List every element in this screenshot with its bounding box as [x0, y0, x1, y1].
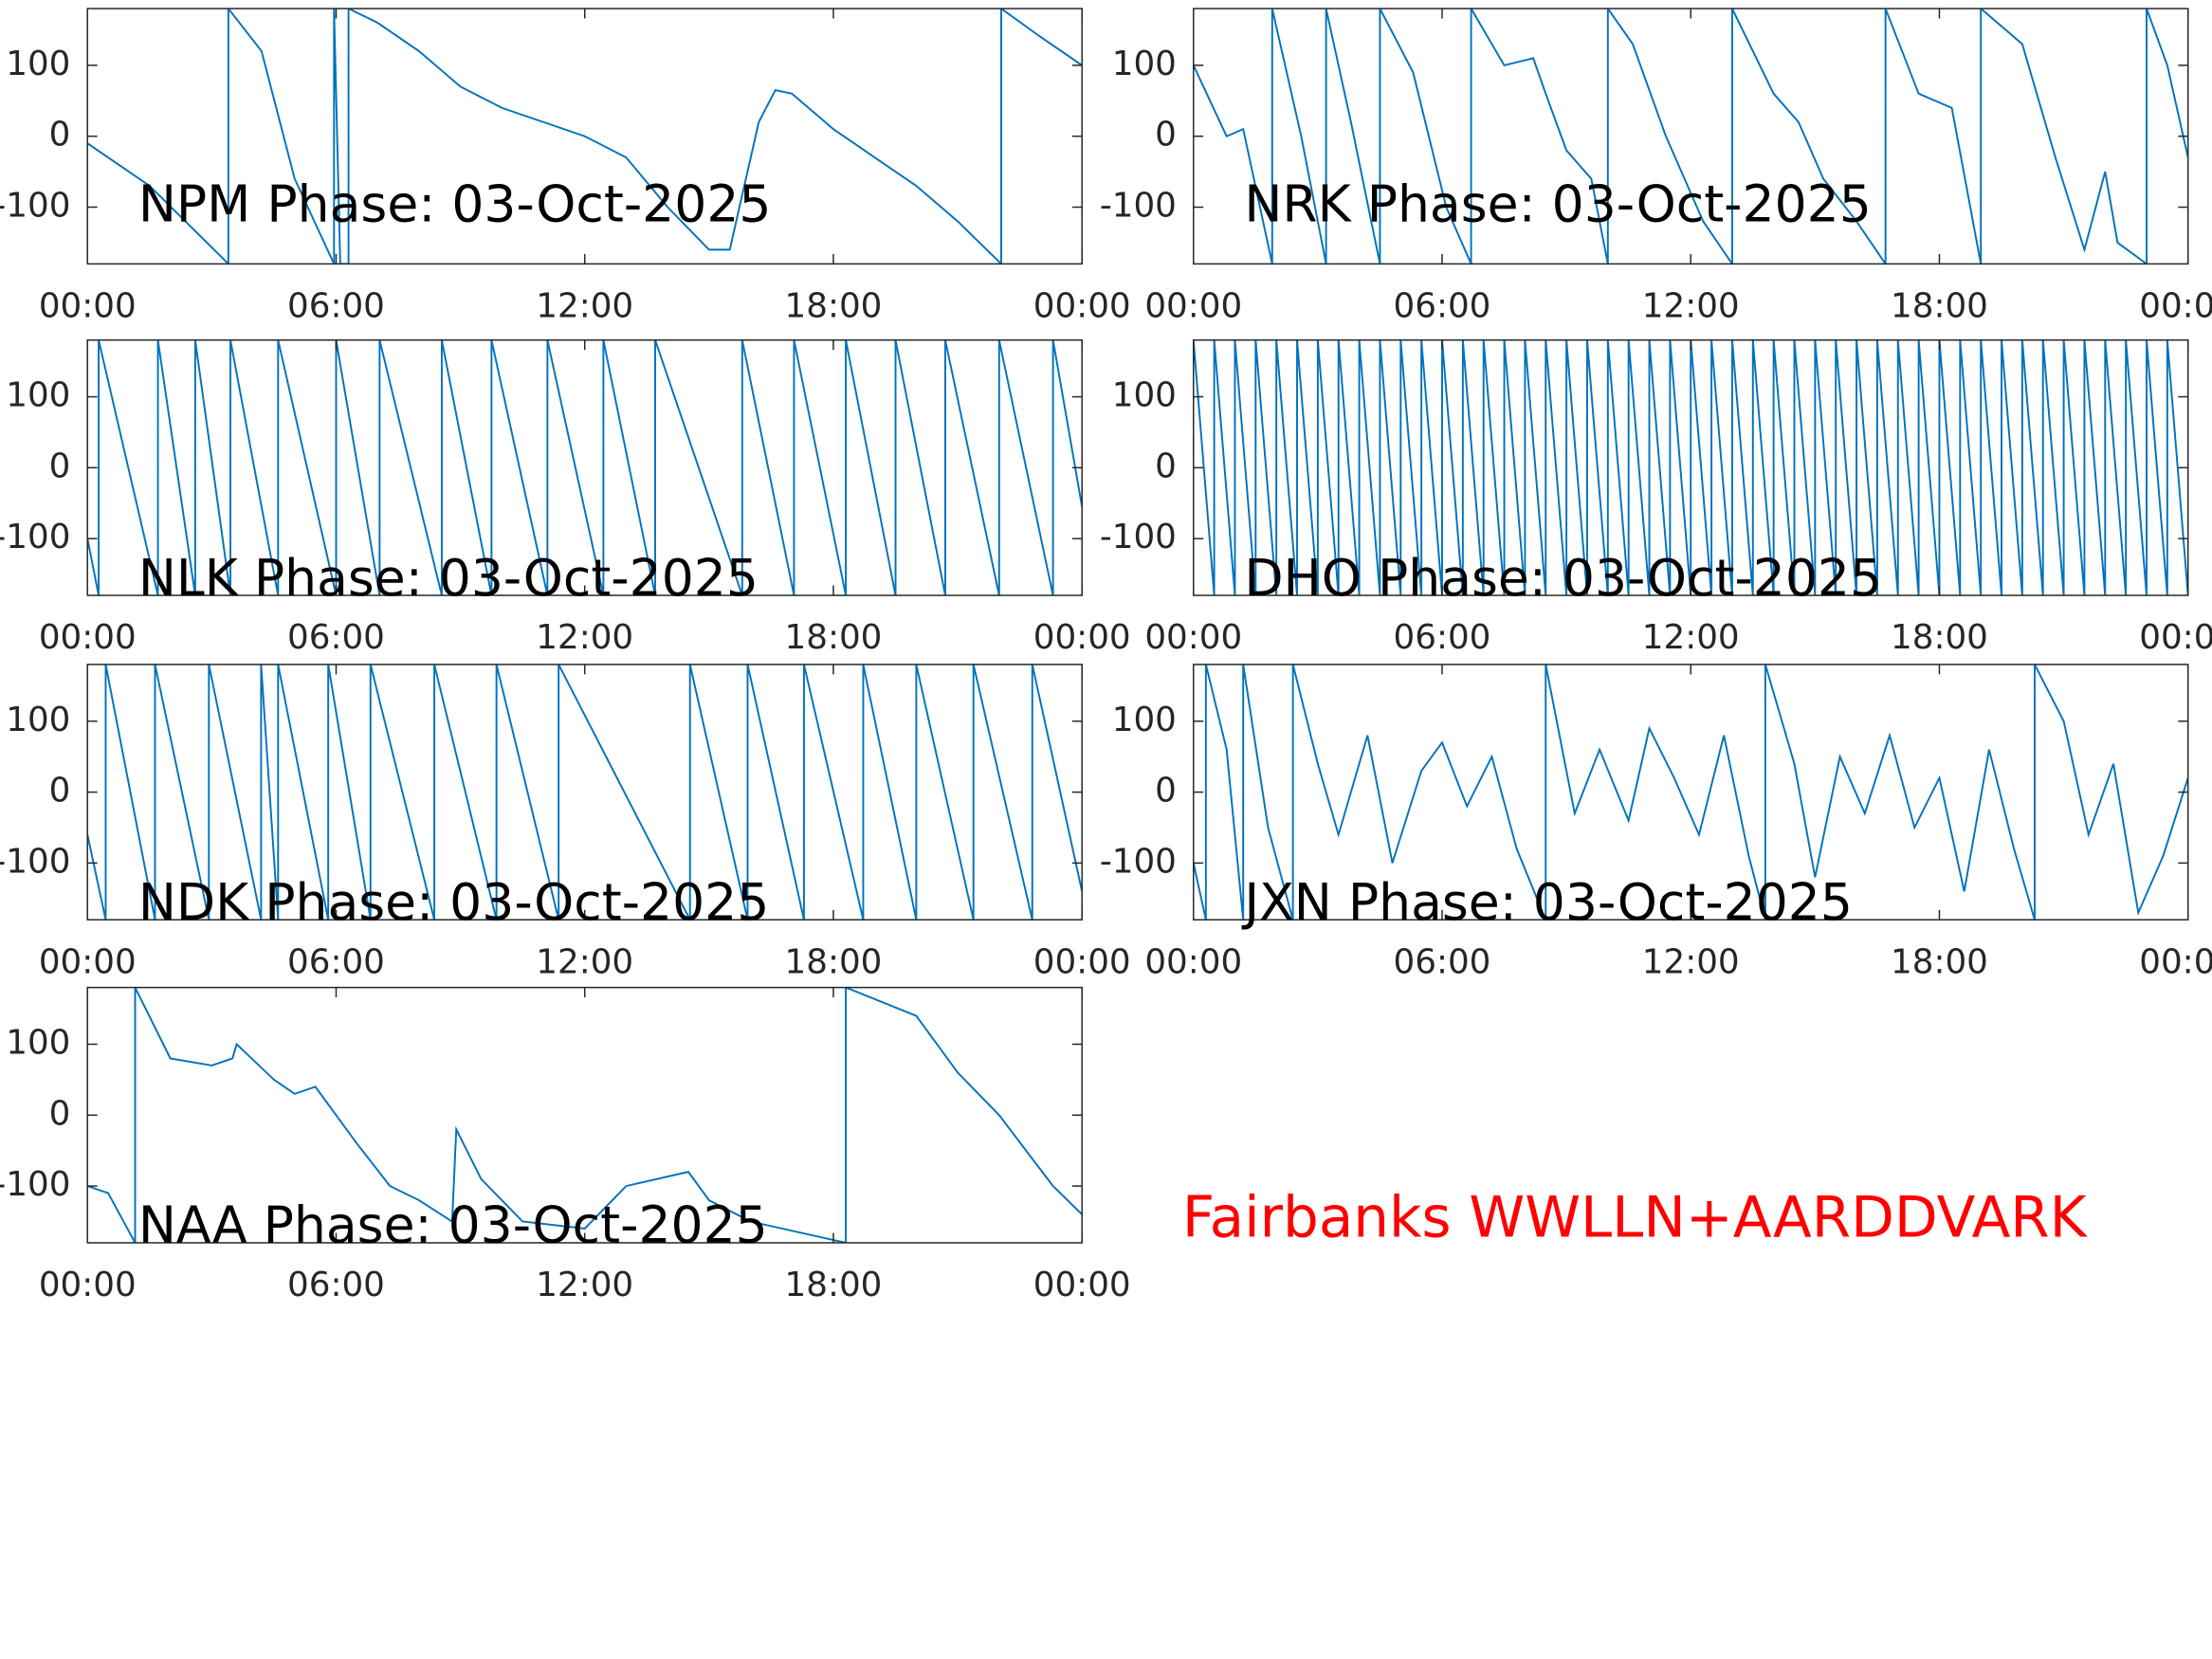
y-tick-label: -100: [1100, 187, 1177, 226]
x-tick-label: 18:00: [785, 286, 883, 325]
annotation: Fairbanks WWLLN+AARDDVARK: [1182, 1186, 2089, 1251]
x-tick-label: 18:00: [1891, 286, 1988, 325]
x-tick-label: 00:00: [1144, 618, 1242, 657]
y-tick-label: -100: [0, 518, 70, 556]
x-tick-label: 18:00: [785, 1266, 883, 1304]
plot-area: [87, 987, 1083, 1243]
panel: -100 0 100 00:00 06:00 12:00 18:00 00:00 JXN Pha…: [1100, 664, 2212, 981]
panel: -100 0 100 00:00 06:00 12:00 18:00 00:00 NPM Pha…: [0, 8, 1131, 325]
x-tick-label: 12:00: [1642, 286, 1740, 325]
y-tick-label: 0: [1155, 447, 1177, 485]
chart-title: NPM Phase: 03-Oct-2025: [138, 173, 772, 233]
x-tick-label: 12:00: [536, 1266, 633, 1304]
chart-title: JXN Phase: 03-Oct-2025: [1241, 872, 1853, 932]
y-tick-label: 0: [49, 1094, 71, 1133]
x-tick-label: 06:00: [287, 286, 385, 325]
data-line: [1193, 9, 2188, 264]
x-tick-label: 12:00: [536, 286, 633, 325]
x-tick-label: 00:00: [39, 618, 137, 657]
x-tick-label: 00:00: [2139, 942, 2212, 981]
x-tick-label: 12:00: [536, 618, 633, 657]
data-line: [87, 339, 1083, 596]
y-tick-label: -100: [1100, 518, 1177, 556]
x-tick-label: 00:00: [39, 286, 137, 325]
y-tick-label: 0: [1155, 116, 1177, 155]
x-tick-label: 06:00: [287, 618, 385, 657]
chart-title: NRK Phase: 03-Oct-2025: [1244, 173, 1871, 233]
y-tick-label: -100: [0, 187, 70, 226]
x-tick-label: 00:00: [1144, 286, 1242, 325]
y-tick-label: -100: [0, 842, 70, 881]
y-tick-label: 100: [1112, 376, 1177, 415]
x-tick-label: 00:00: [39, 1266, 137, 1304]
chart-title: NAA Phase: 03-Oct-2025: [138, 1195, 768, 1255]
y-tick-label: 100: [6, 45, 70, 83]
x-tick-label: 06:00: [287, 1266, 385, 1304]
chart-title: DHO Phase: 03-Oct-2025: [1244, 548, 1882, 608]
data-line: [1193, 339, 2188, 596]
y-tick-label: 100: [6, 701, 70, 739]
data-line: [1193, 664, 2188, 921]
y-tick-label: 100: [1112, 45, 1177, 83]
x-tick-label: 18:00: [1891, 618, 1988, 657]
plot-area: [1193, 9, 2188, 264]
data-line: [87, 664, 1083, 921]
x-tick-label: 18:00: [785, 618, 883, 657]
y-tick-label: 100: [6, 1023, 70, 1062]
y-tick-label: -100: [0, 1165, 70, 1204]
y-tick-label: 100: [6, 376, 70, 415]
chart-title: NDK Phase: 03-Oct-2025: [138, 872, 770, 932]
x-tick-label: 00:00: [1144, 942, 1242, 981]
data-line: [87, 9, 1083, 264]
panel: -100 0 100 00:00 06:00 12:00 18:00 00:00 NRK Pha…: [1100, 8, 2212, 325]
y-tick-label: 0: [49, 447, 71, 485]
x-tick-label: 12:00: [1642, 942, 1740, 981]
x-tick-label: 00:00: [2139, 286, 2212, 325]
x-tick-label: 06:00: [1394, 286, 1491, 325]
x-tick-label: 18:00: [1891, 942, 1988, 981]
x-tick-label: 06:00: [287, 942, 385, 981]
y-tick-label: 0: [1155, 772, 1177, 811]
chart-title: NLK Phase: 03-Oct-2025: [138, 548, 759, 608]
x-tick-label: 00:00: [39, 942, 137, 981]
y-tick-label: 100: [1112, 701, 1177, 739]
x-tick-label: 00:00: [1033, 618, 1131, 657]
y-tick-label: -100: [1100, 842, 1177, 881]
x-tick-label: 00:00: [1033, 942, 1131, 981]
x-tick-label: 06:00: [1394, 618, 1491, 657]
data-line: [87, 987, 1083, 1243]
plot-area: [87, 339, 1083, 596]
x-tick-label: 00:00: [1033, 286, 1131, 325]
x-tick-label: 00:00: [2139, 618, 2212, 657]
y-tick-label: 0: [49, 772, 71, 811]
x-tick-label: 06:00: [1394, 942, 1491, 981]
y-tick-label: 0: [49, 116, 71, 155]
x-tick-label: 00:00: [1033, 1266, 1131, 1304]
x-tick-label: 18:00: [785, 942, 883, 981]
x-tick-label: 12:00: [1642, 618, 1740, 657]
x-tick-label: 12:00: [536, 942, 633, 981]
